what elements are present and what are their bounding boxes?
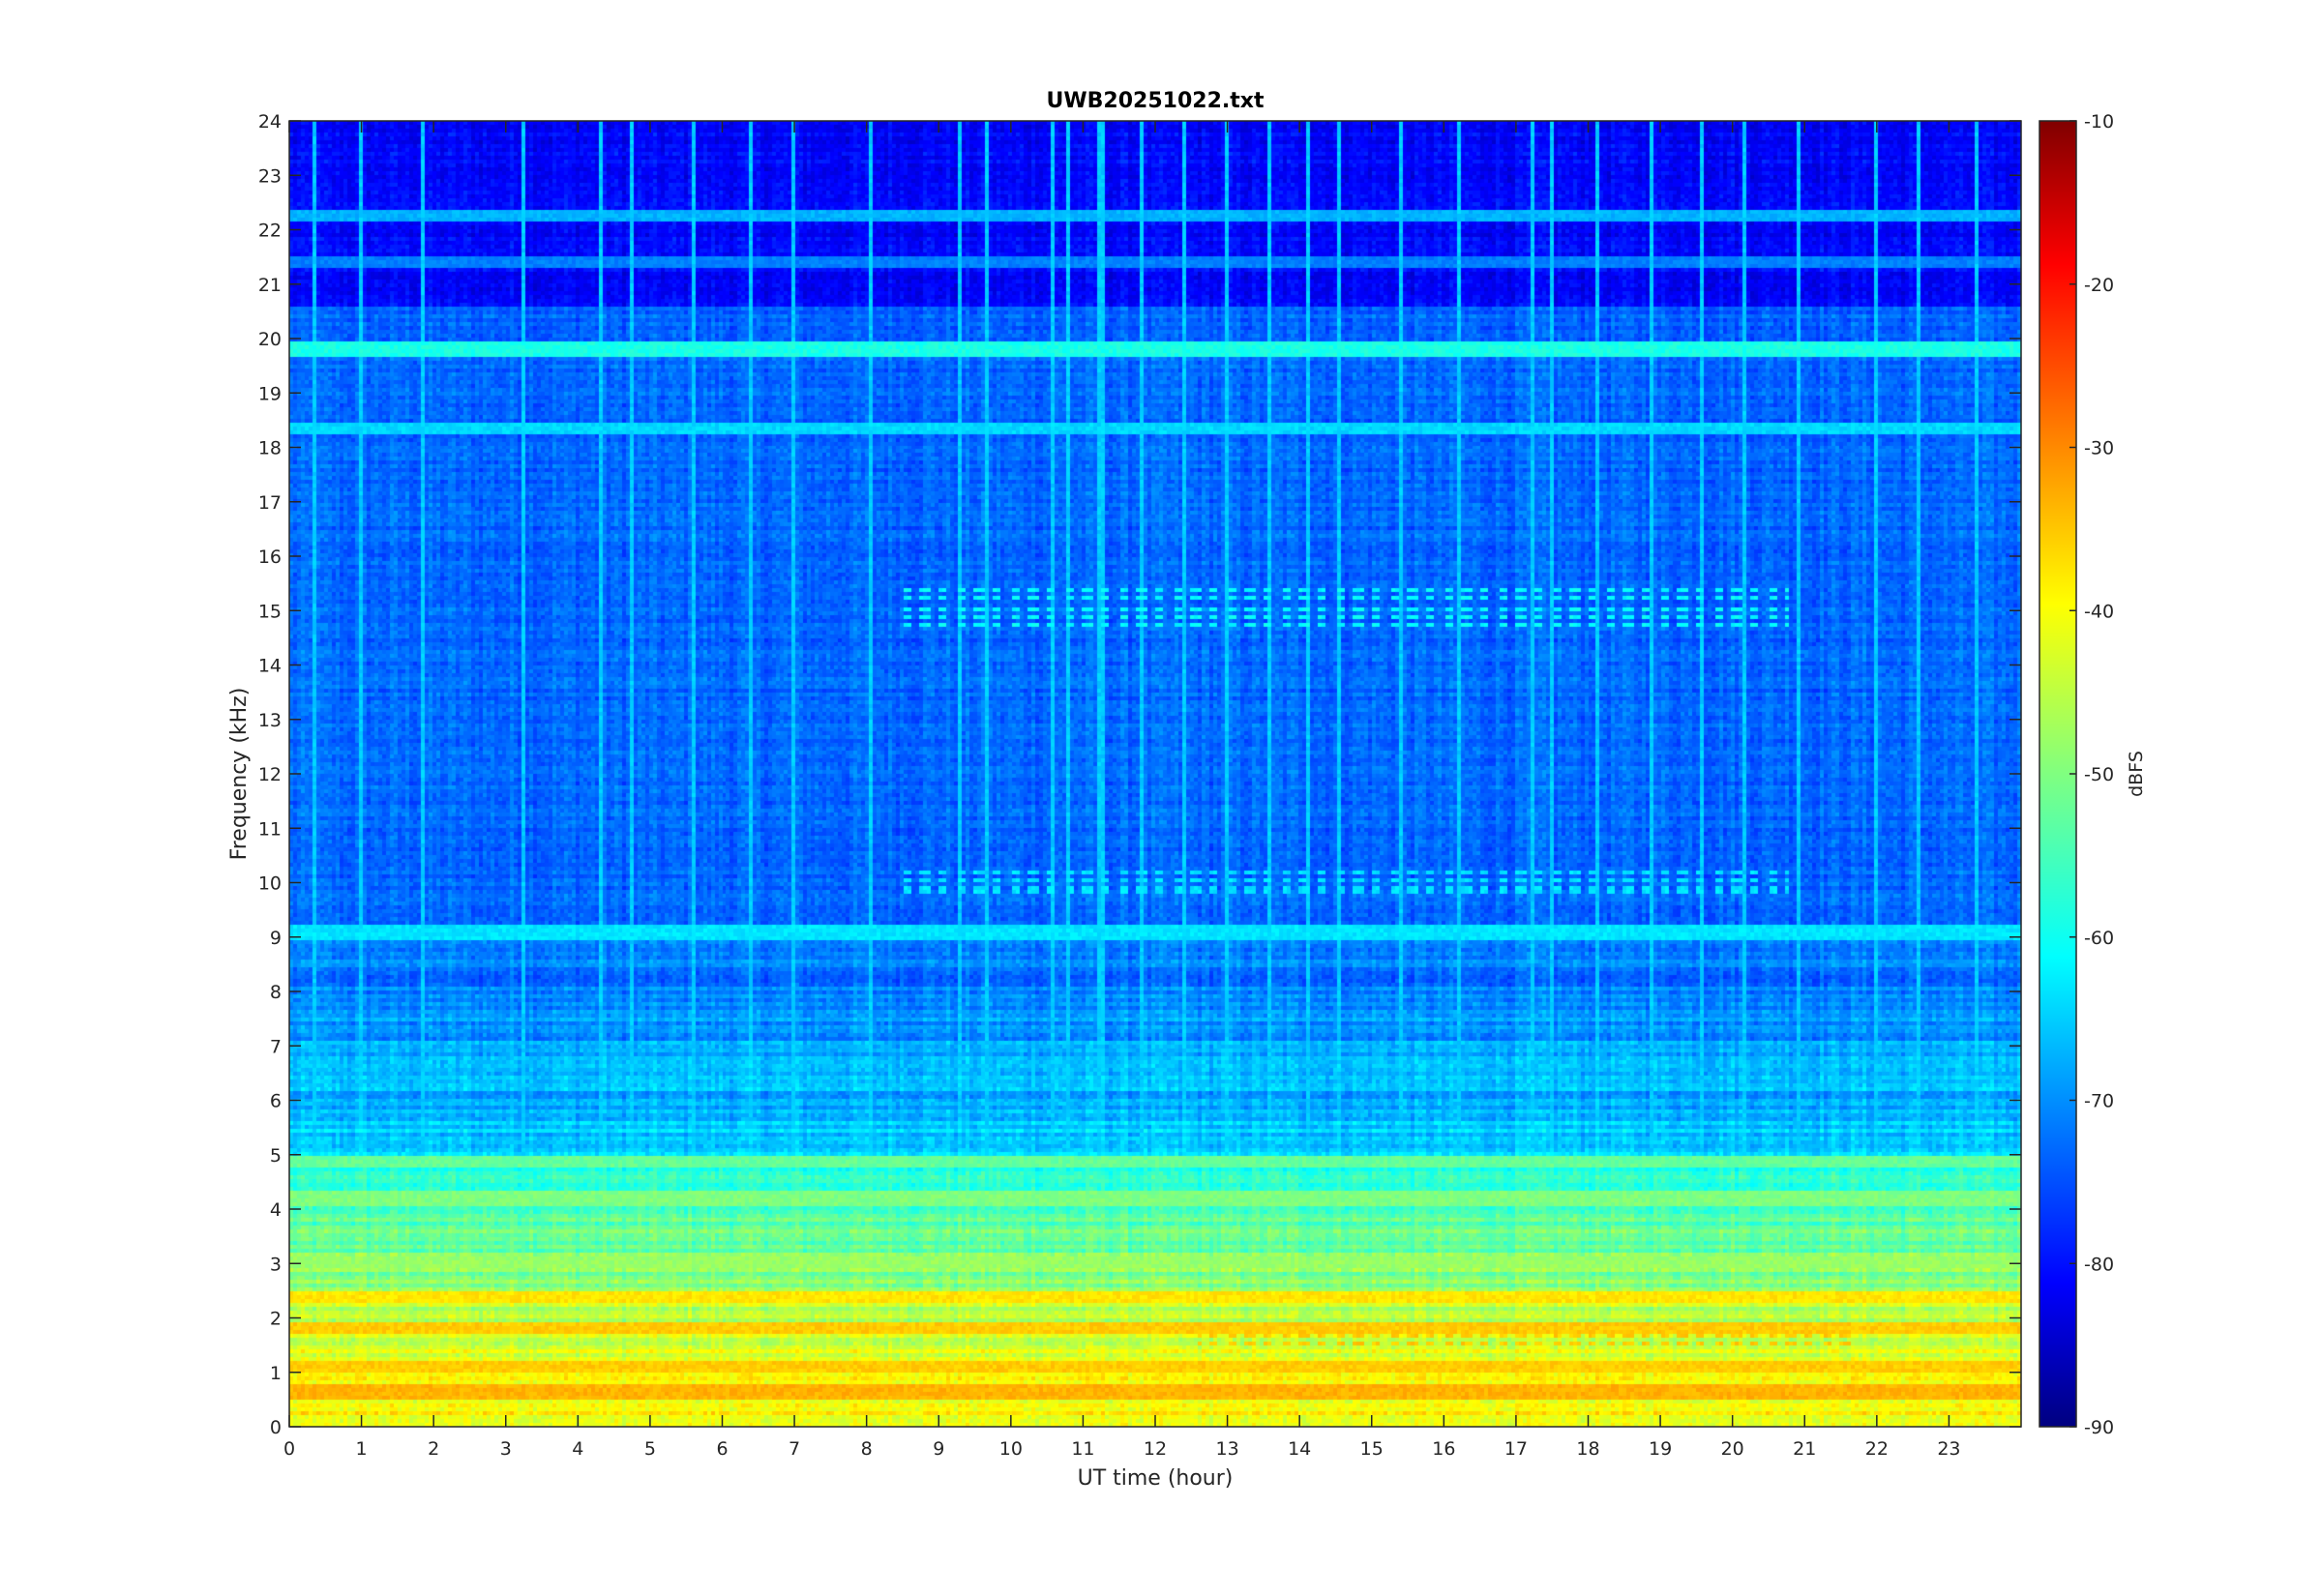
colorbar: -90 -80 -70 -60 -50 -40 -30 -20 -10 dBFS xyxy=(2039,111,2147,1438)
colorbar-tick-label: -10 xyxy=(2084,111,2114,133)
x-tick-label: 22 xyxy=(1865,1438,1889,1460)
y-tick-label: 15 xyxy=(258,601,282,622)
chart-title: UWB20251022.txt xyxy=(1047,89,1265,113)
y-tick-label: 19 xyxy=(258,383,282,404)
x-axis-label: UT time (hour) xyxy=(1078,1466,1234,1491)
y-tick-label: 1 xyxy=(270,1363,282,1384)
x-tick-label: 6 xyxy=(716,1438,728,1460)
y-axis-label: Frequency (kHz) xyxy=(227,688,252,861)
x-tick-label: 21 xyxy=(1793,1438,1816,1460)
x-tick-label: 23 xyxy=(1937,1438,1960,1460)
spectrogram-heatmap xyxy=(289,121,2021,1427)
y-tick-label: 13 xyxy=(258,710,282,731)
y-tick-label: 10 xyxy=(258,873,282,895)
colorbar-ticks: -90 -80 -70 -60 -50 -40 -30 -20 -10 xyxy=(2069,111,2114,1438)
colorbar-tick-label: -90 xyxy=(2084,1417,2114,1438)
y-tick-label: 21 xyxy=(258,275,282,296)
y-tick-label: 18 xyxy=(258,438,282,459)
x-tick-label: 2 xyxy=(428,1438,439,1460)
x-tick-label: 11 xyxy=(1071,1438,1094,1460)
x-tick-label: 18 xyxy=(1576,1438,1599,1460)
y-tick-label: 20 xyxy=(258,329,282,350)
y-tick-label: 16 xyxy=(258,547,282,568)
colorbar-tick-label: -50 xyxy=(2084,764,2114,785)
colorbar-tick-label: -20 xyxy=(2084,275,2114,296)
colorbar-tick-label: -40 xyxy=(2084,601,2114,622)
colorbar-label: dBFS xyxy=(2126,751,2147,797)
y-tick-label: 7 xyxy=(270,1036,282,1057)
x-tick-label: 14 xyxy=(1288,1438,1311,1460)
colorbar-tick-label: -70 xyxy=(2084,1091,2114,1112)
y-tick-label: 17 xyxy=(258,492,282,514)
y-tick-label: 22 xyxy=(258,221,282,242)
x-tick-label: 10 xyxy=(999,1438,1023,1460)
x-tick-label: 12 xyxy=(1144,1438,1167,1460)
x-tick-label: 3 xyxy=(500,1438,512,1460)
x-tick-label: 1 xyxy=(356,1438,368,1460)
y-tick-label: 4 xyxy=(270,1199,282,1221)
colorbar-tick-label: -80 xyxy=(2084,1254,2114,1275)
y-tick-label: 2 xyxy=(270,1309,282,1330)
y-tick-label: 5 xyxy=(270,1145,282,1167)
x-tick-label: 9 xyxy=(933,1438,944,1460)
x-tick-label: 8 xyxy=(861,1438,873,1460)
x-axis: 0 1 2 3 4 5 6 7 8 9 10 11 12 13 14 15 16 17 18 19 20 21 22 23 xyxy=(283,121,1961,1460)
y-tick-label: 24 xyxy=(258,111,282,133)
x-tick-label: 19 xyxy=(1649,1438,1672,1460)
x-tick-label: 0 xyxy=(283,1438,295,1460)
y-tick-label: 8 xyxy=(270,982,282,1003)
x-tick-label: 15 xyxy=(1360,1438,1384,1460)
y-tick-label: 12 xyxy=(258,764,282,785)
y-tick-label: 9 xyxy=(270,928,282,949)
y-tick-label: 0 xyxy=(270,1417,282,1438)
y-tick-label: 23 xyxy=(258,165,282,187)
x-tick-label: 7 xyxy=(789,1438,800,1460)
x-tick-label: 20 xyxy=(1721,1438,1744,1460)
y-tick-label: 11 xyxy=(258,818,282,840)
plot-area xyxy=(288,120,2022,1428)
x-tick-label: 17 xyxy=(1504,1438,1528,1460)
x-tick-label: 13 xyxy=(1215,1438,1238,1460)
colorbar-tick-label: -30 xyxy=(2084,438,2114,459)
x-tick-label: 16 xyxy=(1432,1438,1455,1460)
x-tick-label: 5 xyxy=(644,1438,656,1460)
colorbar-tick-label: -60 xyxy=(2084,928,2114,949)
y-tick-label: 3 xyxy=(270,1254,282,1275)
y-tick-label: 6 xyxy=(270,1091,282,1112)
y-tick-label: 14 xyxy=(258,656,282,677)
x-tick-label: 4 xyxy=(572,1438,583,1460)
